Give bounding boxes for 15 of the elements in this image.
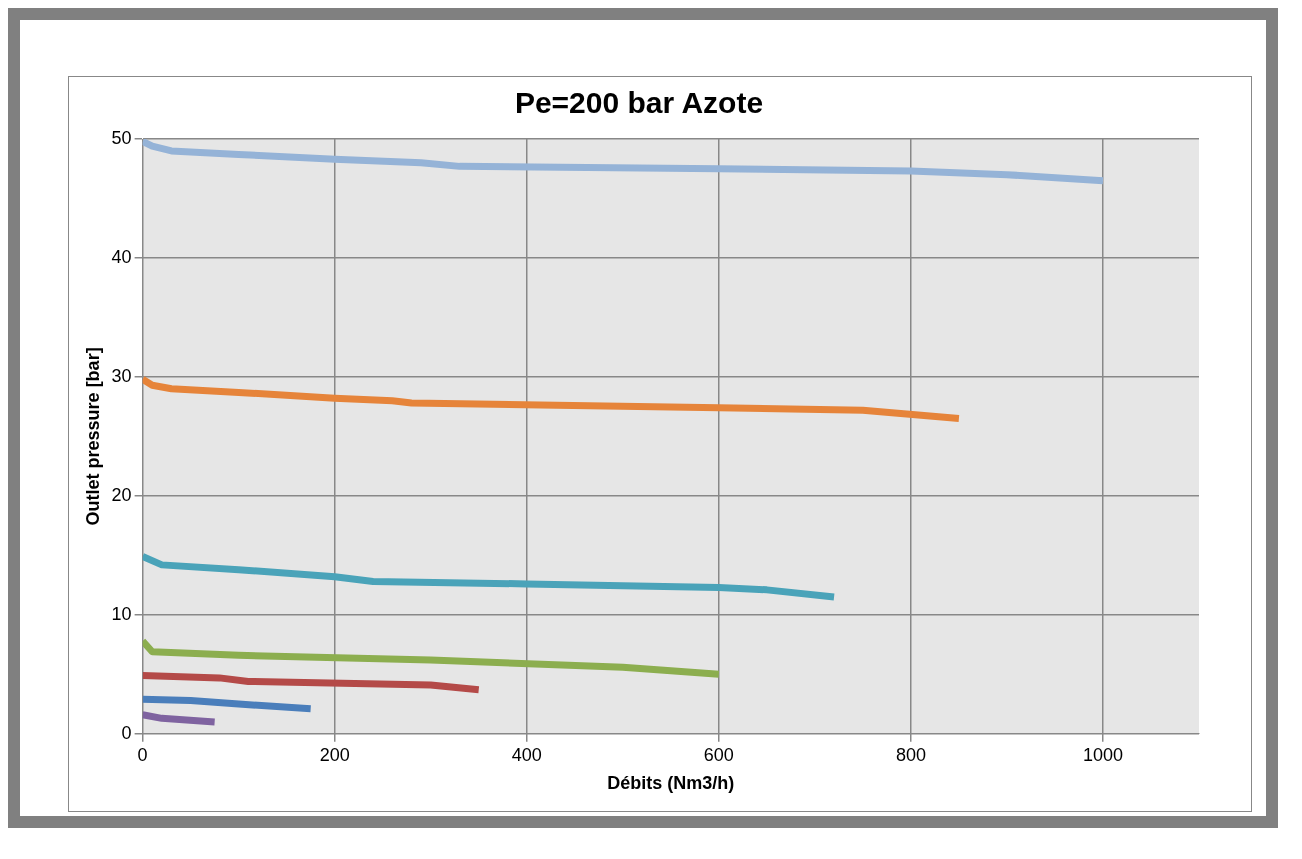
x-tick-label: 400 — [511, 744, 542, 765]
y-axis-title: Outlet pressure [bar] — [82, 347, 103, 526]
x-tick-label: 200 — [319, 744, 350, 765]
y-tick-label: 20 — [111, 484, 132, 505]
x-tick-label: 0 — [137, 744, 148, 765]
y-tick-label: 40 — [111, 246, 132, 267]
x-tick-label: 600 — [703, 744, 734, 765]
chart-title: Pe=200 bar Azote — [514, 86, 764, 120]
y-tick-label: 30 — [111, 365, 132, 386]
y-tick-label: 50 — [111, 127, 132, 148]
x-axis-title: Débits (Nm3/h) — [607, 773, 735, 794]
x-tick-label: 1000 — [1082, 744, 1123, 765]
y-tick-label: 10 — [111, 603, 132, 624]
y-tick-label: 0 — [121, 722, 132, 743]
x-tick-label: 800 — [895, 744, 926, 765]
